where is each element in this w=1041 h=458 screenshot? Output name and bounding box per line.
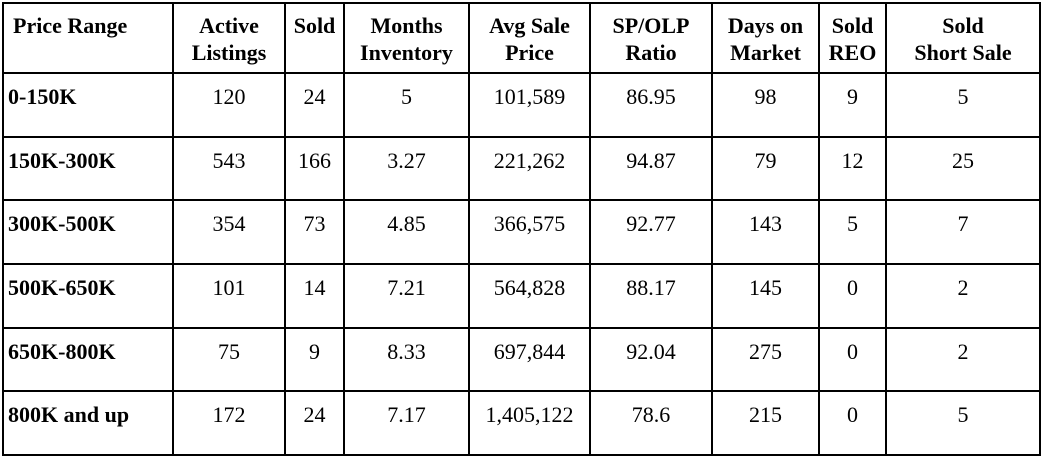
header-sold-short-sale: Sold Short Sale — [885, 2, 1041, 74]
cell-sp-olp-ratio: 92.77 — [589, 199, 713, 265]
header-months-inventory-line2: Inventory — [360, 40, 453, 65]
table-row: 500K-650K 101 14 7.21 564,828 88.17 145 … — [2, 262, 1041, 329]
header-sp-olp-ratio: SP/OLP Ratio — [589, 2, 713, 74]
header-active-listings-line2: Listings — [191, 40, 267, 65]
cell-days-on-market: 215 — [711, 390, 820, 456]
cell-sold: 24 — [284, 390, 345, 456]
cell-sp-olp-ratio: 86.95 — [589, 72, 713, 138]
header-sold-reo-line2: REO — [828, 40, 877, 65]
cell-sold-short-sale: 5 — [885, 390, 1041, 456]
header-sold-label: Sold — [293, 13, 336, 38]
cell-price-range: 650K-800K — [2, 326, 174, 393]
table-row: 0-150K 120 24 5 101,589 86.95 98 9 5 — [2, 72, 1041, 138]
cell-sold: 73 — [284, 199, 345, 265]
header-sold-short-sale-line2: Short Sale — [914, 40, 1012, 65]
cell-sold-short-sale: 7 — [885, 199, 1041, 265]
cell-days-on-market: 143 — [711, 199, 820, 265]
cell-days-on-market: 79 — [711, 135, 820, 202]
cell-avg-sale-price: 697,844 — [468, 326, 591, 393]
cell-active-listings: 120 — [172, 72, 286, 138]
cell-active-listings: 75 — [172, 326, 286, 393]
header-avg-sale-price-line1: Avg Sale — [489, 13, 570, 38]
cell-months-inventory: 4.85 — [343, 199, 470, 265]
cell-sold-short-sale: 2 — [885, 262, 1041, 329]
header-days-on-market-line1: Days on — [727, 13, 804, 38]
cell-active-listings: 101 — [172, 262, 286, 329]
header-active-listings: Active Listings — [172, 2, 286, 74]
table-row: 650K-800K 75 9 8.33 697,844 92.04 275 0 … — [2, 326, 1041, 393]
cell-active-listings: 172 — [172, 390, 286, 456]
cell-price-range: 0-150K — [2, 72, 174, 138]
cell-sold: 24 — [284, 72, 345, 138]
header-avg-sale-price-line2: Price — [505, 40, 554, 65]
header-days-on-market: Days on Market — [711, 2, 820, 74]
cell-sp-olp-ratio: 88.17 — [589, 262, 713, 329]
header-active-listings-line1: Active — [199, 13, 259, 38]
header-avg-sale-price: Avg Sale Price — [468, 2, 591, 74]
cell-avg-sale-price: 221,262 — [468, 135, 591, 202]
cell-sold-short-sale: 25 — [885, 135, 1041, 202]
cell-avg-sale-price: 366,575 — [468, 199, 591, 265]
header-price-range-label: Price Range — [13, 13, 128, 38]
table-row: 300K-500K 354 73 4.85 366,575 92.77 143 … — [2, 199, 1041, 265]
header-months-inventory: Months Inventory — [343, 2, 470, 74]
header-months-inventory-line1: Months — [370, 13, 443, 38]
header-sold: Sold — [284, 2, 345, 74]
cell-sold-short-sale: 2 — [885, 326, 1041, 393]
cell-active-listings: 354 — [172, 199, 286, 265]
cell-sp-olp-ratio: 92.04 — [589, 326, 713, 393]
header-row: Price Range Active Listings Sold Months … — [2, 2, 1041, 74]
header-price-range: Price Range — [2, 2, 174, 74]
cell-sold: 9 — [284, 326, 345, 393]
cell-sold-reo: 0 — [818, 326, 887, 393]
cell-price-range: 500K-650K — [2, 262, 174, 329]
cell-months-inventory: 3.27 — [343, 135, 470, 202]
header-sold-reo: Sold REO — [818, 2, 887, 74]
cell-sold-reo: 0 — [818, 262, 887, 329]
cell-months-inventory: 5 — [343, 72, 470, 138]
header-days-on-market-line2: Market — [730, 40, 801, 65]
cell-avg-sale-price: 1,405,122 — [468, 390, 591, 456]
cell-months-inventory: 7.21 — [343, 262, 470, 329]
cell-sp-olp-ratio: 78.6 — [589, 390, 713, 456]
cell-days-on-market: 145 — [711, 262, 820, 329]
cell-sold-reo: 12 — [818, 135, 887, 202]
cell-months-inventory: 7.17 — [343, 390, 470, 456]
header-sp-olp-ratio-line2: Ratio — [625, 40, 677, 65]
cell-sold: 14 — [284, 262, 345, 329]
header-sold-short-sale-line1: Sold — [942, 13, 984, 38]
table-row: 800K and up 172 24 7.17 1,405,122 78.6 2… — [2, 390, 1041, 456]
cell-sold-short-sale: 5 — [885, 72, 1041, 138]
cell-avg-sale-price: 101,589 — [468, 72, 591, 138]
cell-days-on-market: 98 — [711, 72, 820, 138]
cell-price-range: 300K-500K — [2, 199, 174, 265]
cell-active-listings: 543 — [172, 135, 286, 202]
cell-price-range: 150K-300K — [2, 135, 174, 202]
table-row: 150K-300K 543 166 3.27 221,262 94.87 79 … — [2, 135, 1041, 202]
cell-days-on-market: 275 — [711, 326, 820, 393]
header-sold-reo-line1: Sold — [831, 13, 874, 38]
header-sp-olp-ratio-line1: SP/OLP — [612, 13, 690, 38]
cell-sp-olp-ratio: 94.87 — [589, 135, 713, 202]
cell-sold-reo: 0 — [818, 390, 887, 456]
cell-sold: 166 — [284, 135, 345, 202]
cell-avg-sale-price: 564,828 — [468, 262, 591, 329]
cell-price-range: 800K and up — [2, 390, 174, 456]
cell-sold-reo: 5 — [818, 199, 887, 265]
cell-sold-reo: 9 — [818, 72, 887, 138]
cell-months-inventory: 8.33 — [343, 326, 470, 393]
